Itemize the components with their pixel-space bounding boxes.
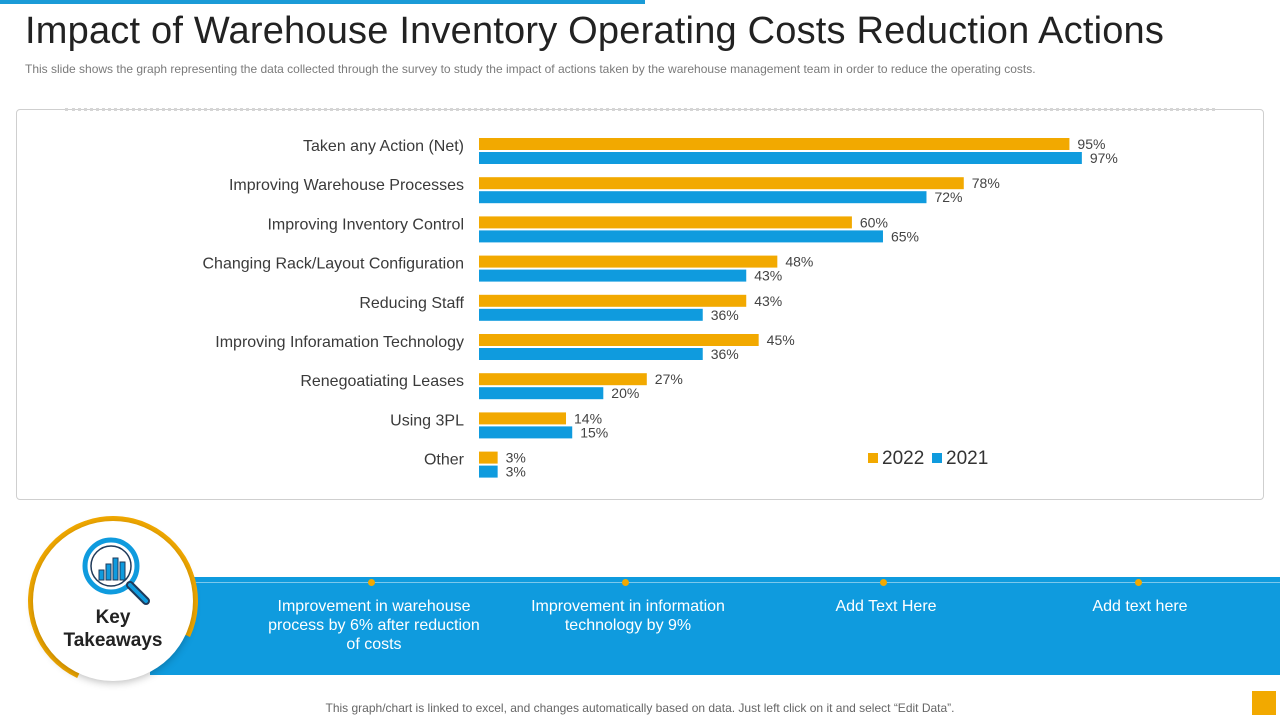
data-label: 3% <box>506 450 526 466</box>
page-title: Impact of Warehouse Inventory Operating … <box>25 10 1165 52</box>
data-label: 14% <box>574 410 602 426</box>
takeaway-item[interactable]: Improvement in information technology by… <box>531 598 725 634</box>
category-label: Improving Inforamation Technology <box>215 334 464 351</box>
bar-2021[interactable] <box>479 230 883 243</box>
bar-2022[interactable] <box>479 177 964 190</box>
takeaway-marker-dot <box>368 579 375 586</box>
page-subtitle: This slide shows the graph representing … <box>25 62 1036 76</box>
category-label: Improving Warehouse Processes <box>229 177 464 194</box>
category-label: Taken any Action (Net) <box>303 138 464 155</box>
data-label: 43% <box>754 293 782 309</box>
category-label: Changing Rack/Layout Configuration <box>203 256 465 273</box>
chart-container[interactable]: Taken any Action (Net) 95% 97% Improving Wa… <box>16 108 1265 501</box>
bar-2022[interactable] <box>479 451 498 464</box>
category-label: Other <box>424 452 465 469</box>
corner-accent-square <box>1252 691 1276 715</box>
category-label: Renegoatiating Leases <box>300 373 464 390</box>
bar-2021[interactable] <box>479 269 747 282</box>
data-label: 48% <box>785 254 813 270</box>
legend-label: 2021 <box>946 448 988 469</box>
bar-2021[interactable] <box>479 465 498 478</box>
key-label-line2: Takeaways <box>63 630 163 651</box>
legend-swatch-2022 <box>868 453 878 463</box>
takeaway-marker-dot <box>622 579 629 586</box>
magnifier-chart-icon <box>82 537 150 605</box>
bar-2021[interactable] <box>479 191 927 204</box>
bar-2022[interactable] <box>479 138 1070 150</box>
data-label: 27% <box>655 371 683 387</box>
bar-2022[interactable] <box>479 412 567 425</box>
legend-swatch-2021 <box>932 453 942 463</box>
bar-2022[interactable] <box>479 216 852 229</box>
data-label: 65% <box>891 228 919 244</box>
legend-label: 2022 <box>882 448 924 469</box>
data-label: 97% <box>1090 150 1118 166</box>
footer-note: This graph/chart is linked to excel, and… <box>325 701 955 715</box>
takeaway-marker-dot <box>880 579 887 586</box>
data-label: 45% <box>767 332 795 348</box>
bar-2021[interactable] <box>479 308 703 321</box>
data-label: 3% <box>506 464 526 480</box>
data-label: 72% <box>934 189 962 205</box>
takeaway-item[interactable]: Add text here <box>1092 598 1188 615</box>
takeaway-item[interactable]: Improvement in warehouse process by 6% a… <box>268 598 480 653</box>
category-label: Improving Inventory Control <box>267 216 464 233</box>
bar-2021[interactable] <box>479 152 1082 164</box>
top-accent-bar <box>0 0 645 4</box>
bar-chart[interactable]: Taken any Action (Net) 95%97% Improving Wa… <box>17 110 1265 501</box>
bar-2022[interactable] <box>479 255 778 268</box>
bar-2022[interactable] <box>479 294 747 307</box>
data-label: 20% <box>611 385 639 401</box>
data-label: 95% <box>1077 136 1105 152</box>
key-takeaways-circle <box>33 521 193 681</box>
key-label-line1: Key <box>95 607 131 628</box>
data-label: 36% <box>711 307 739 323</box>
key-takeaways-label: Key Takeaways <box>33 606 193 652</box>
takeaway-marker-dot <box>1135 579 1142 586</box>
takeaway-item[interactable]: Add Text Here <box>835 598 937 615</box>
bar-2021[interactable] <box>479 348 703 360</box>
data-label: 43% <box>754 268 782 284</box>
bar-2022[interactable] <box>479 334 759 346</box>
data-label: 60% <box>860 214 888 230</box>
data-label: 15% <box>580 424 608 440</box>
category-label: Using 3PL <box>390 412 464 429</box>
key-takeaways-band: Improvement in warehouse process by 6% a… <box>150 577 1280 675</box>
bar-2021[interactable] <box>479 387 604 400</box>
data-label: 36% <box>711 346 739 362</box>
category-label: Reducing Staff <box>359 295 464 312</box>
bar-2021[interactable] <box>479 426 573 439</box>
data-label: 78% <box>972 175 1000 191</box>
bar-2022[interactable] <box>479 373 647 386</box>
